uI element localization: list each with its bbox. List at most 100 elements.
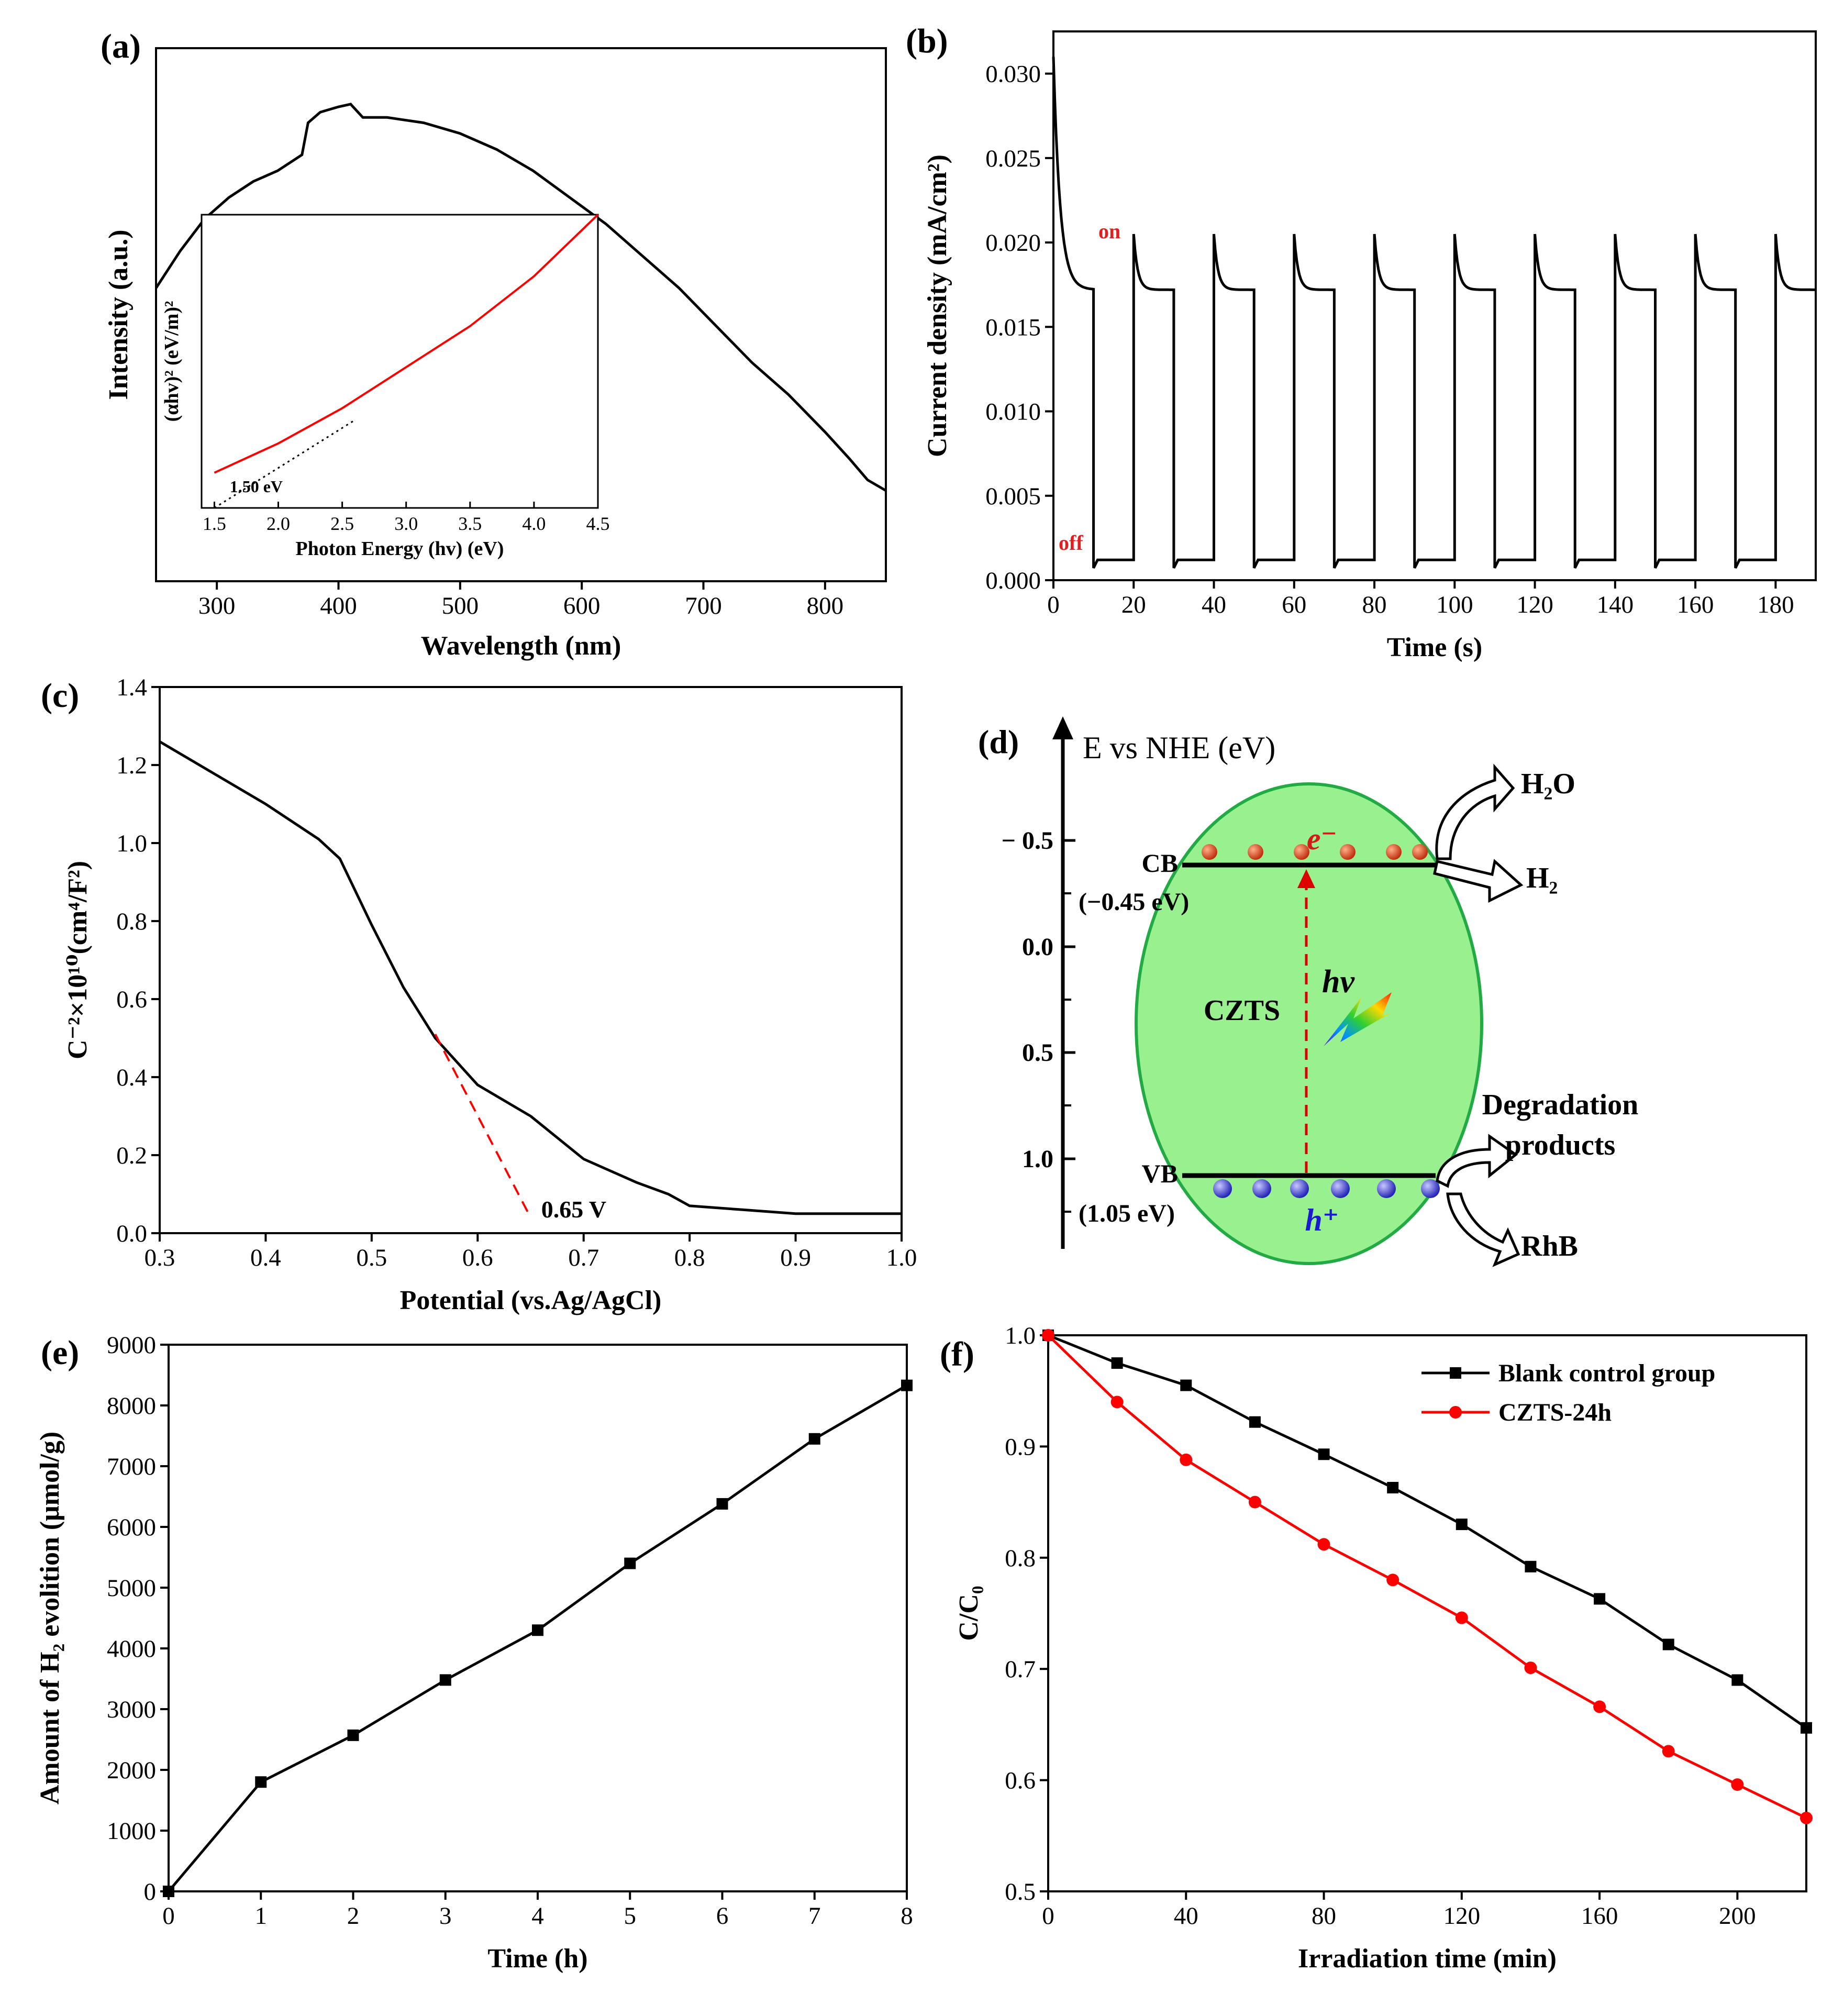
plot-frame-e: [168, 1344, 908, 1892]
electron-dot: [1340, 844, 1356, 860]
plot-frame-c: [159, 686, 903, 1234]
y-tick-label: 0.6: [1005, 1767, 1036, 1795]
hole-dot: [1252, 1179, 1271, 1198]
y-tick-label: 1000: [107, 1818, 156, 1845]
x-tick-label: 0: [1047, 591, 1060, 618]
data-point-blank: [1249, 1416, 1261, 1428]
electron-dot: [1248, 844, 1263, 860]
x-tick-label: 100: [1436, 591, 1473, 618]
x-tick-label: 7: [808, 1902, 821, 1930]
y-tick-label: 1.0: [116, 830, 147, 857]
d-tick-label: − 0.5: [1002, 827, 1053, 855]
x-tick-label: 8: [901, 1902, 913, 1930]
inset-x-tick-label: 3.5: [458, 513, 482, 534]
data-point-czts: [1386, 1574, 1399, 1587]
cb-label: CB: [1142, 848, 1178, 878]
d-tick-label: 1.0: [1022, 1145, 1053, 1173]
panel-label-a: (a): [101, 27, 141, 65]
x-tick-label: 160: [1581, 1902, 1618, 1930]
x-tick-label: 80: [1362, 591, 1387, 618]
x-tick-label: 0.3: [145, 1244, 175, 1271]
energy-axis-arrow-icon: [1052, 716, 1073, 739]
series-line-photocurrent: [1052, 57, 1816, 569]
y-tick-label: 0.7: [1005, 1656, 1036, 1683]
y-tick-label: 1.0: [1005, 1322, 1036, 1349]
inset-bandgap-annotation: 1.50 eV: [230, 477, 283, 496]
x-tick-label: 0.4: [250, 1244, 281, 1271]
product-bottom-line2: products: [1505, 1129, 1616, 1161]
hole-row: [1213, 1179, 1440, 1198]
panel-a-uv-vis: 300 400 500 600 700 800 (a) Wavelength (nm) Inte…: [101, 27, 887, 661]
data-point-h2: [808, 1433, 820, 1445]
electron-dot: [1202, 844, 1217, 860]
data-point-blank: [1525, 1560, 1537, 1572]
x-tick-label: 0: [1042, 1902, 1054, 1930]
x-axis-label: Time (s): [1387, 633, 1482, 662]
data-point-blank: [1662, 1638, 1674, 1651]
hole-dot: [1421, 1179, 1440, 1198]
x-tick-label: 160: [1677, 591, 1714, 618]
legend-swatch-marker: [1450, 1367, 1461, 1379]
excitation-arrowhead-icon: [1297, 869, 1315, 888]
x-tick-label: 500: [442, 592, 479, 619]
semiconductor-label: CZTS: [1204, 994, 1280, 1027]
degradation-output-arrow-icon: [1436, 1134, 1518, 1188]
x-tick-label: 40: [1174, 1902, 1198, 1930]
hole-label: h⁺: [1305, 1203, 1339, 1237]
photon-label: hv: [1322, 964, 1355, 1000]
d-tick-label: 0.0: [1022, 933, 1053, 961]
x-tick-label: 120: [1443, 1902, 1481, 1930]
y-tick-label: 0.015: [985, 314, 1041, 341]
x-tick-label: 700: [685, 592, 722, 619]
data-point-blank: [1111, 1357, 1123, 1369]
photon-bolt-icon: [1324, 992, 1392, 1046]
reactant-bottom: RhB: [1521, 1230, 1578, 1262]
y-tick-label: 0.4: [116, 1064, 147, 1091]
data-point-h2: [255, 1776, 267, 1788]
data-point-czts: [1180, 1453, 1193, 1466]
data-point-h2: [439, 1674, 451, 1686]
y-axis-label: C/C₀: [954, 1586, 984, 1641]
rhb-input-arrow-icon: [1446, 1192, 1520, 1267]
x-tick-label: 800: [807, 592, 844, 619]
y-tick-label: 0.020: [985, 229, 1041, 257]
panel-e-h2-evolution: 0 1 2 3 4 5 6 7 8 0 1000 2000 3000 4000 5000 6000 7000 80…: [35, 1332, 913, 1974]
data-point-czts: [1593, 1700, 1606, 1713]
x-tick-label: 80: [1312, 1902, 1336, 1930]
data-point-czts: [1731, 1778, 1744, 1791]
legend-swatch-marker: [1449, 1406, 1462, 1419]
plot-frame-b: [1052, 30, 1817, 581]
inset-x-axis-label: Photon Energy (hv) (eV): [296, 538, 504, 560]
y-tick-label: 4000: [107, 1635, 156, 1663]
y-tick-label: 0.010: [985, 398, 1041, 426]
y-tick-label: 1.4: [116, 674, 147, 701]
x-tick-label: 120: [1516, 591, 1553, 618]
data-point-blank: [1387, 1481, 1399, 1493]
data-point-blank: [1594, 1593, 1606, 1605]
x-axis-label: Wavelength (nm): [421, 631, 621, 661]
x-tick-label: 180: [1757, 591, 1794, 618]
cb-value: (−0.45 eV): [1079, 888, 1189, 916]
inset-x-tick-label: 3.0: [394, 513, 418, 534]
y-tick-label: 8000: [107, 1392, 156, 1420]
series-line-absorbance: [154, 103, 887, 492]
annotation-flatband: 0.65 V: [541, 1196, 606, 1223]
data-point-blank: [1801, 1722, 1812, 1734]
series-line-mott-schottky: [159, 740, 902, 1215]
inset-fit-line: [214, 419, 356, 509]
x-tick-label: 20: [1121, 591, 1146, 618]
x-axis-label: Potential (vs.Ag/AgCl): [400, 1286, 662, 1315]
x-tick-label: 60: [1282, 591, 1306, 618]
vb-value: (1.05 eV): [1079, 1200, 1175, 1227]
x-tick-label: 600: [563, 592, 601, 619]
y-tick-label: 0.2: [116, 1142, 147, 1169]
legend-entry: CZTS-24h: [1498, 1399, 1612, 1426]
data-point-czts: [1800, 1811, 1813, 1824]
electron-dot: [1294, 844, 1309, 860]
data-point-czts: [1248, 1496, 1261, 1509]
panel-label-e: (e): [41, 1334, 79, 1372]
fit-line-flatband: [434, 1034, 532, 1219]
x-tick-label: 1.0: [886, 1244, 917, 1271]
x-tick-label: 300: [198, 592, 236, 619]
czts-particle: [1135, 782, 1483, 1265]
